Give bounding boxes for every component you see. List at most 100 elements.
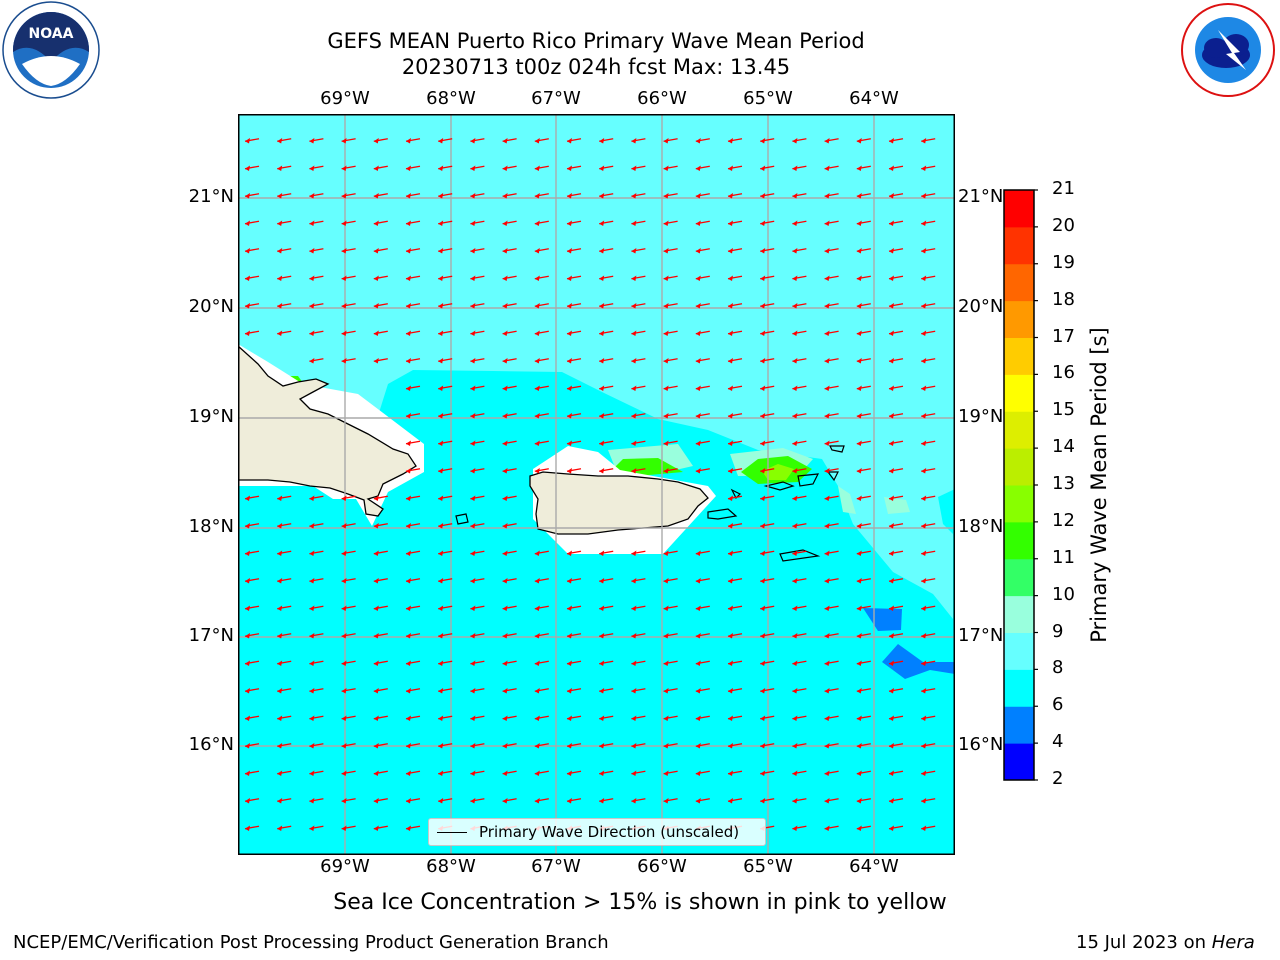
wave-direction-arrows	[244, 138, 936, 831]
wave-arrow	[824, 605, 839, 611]
wave-arrow	[599, 193, 614, 199]
colorbar-segment	[1004, 263, 1034, 302]
wave-arrow	[631, 715, 646, 721]
wave-arrow	[373, 220, 388, 226]
lon-label-top: 65°W	[743, 88, 793, 109]
legend-label: Primary Wave Direction (unscaled)	[479, 823, 740, 841]
wave-arrow	[888, 825, 904, 831]
wave-arrow	[277, 220, 292, 226]
wave-arrow	[309, 688, 324, 694]
wave-arrow	[341, 743, 356, 749]
period-12-13-patch	[762, 464, 794, 480]
colorbar-tick-label: 19	[1052, 251, 1075, 273]
wave-arrow	[760, 770, 775, 776]
lon-label-top: 67°W	[531, 88, 581, 109]
wave-arrow	[373, 798, 388, 804]
island	[763, 481, 795, 491]
wave-arrow	[405, 523, 421, 529]
legend-line-icon	[437, 832, 467, 833]
wave-arrow	[244, 550, 260, 556]
wave-arrow	[760, 193, 775, 199]
wave-arrow	[534, 770, 549, 776]
wave-arrow	[921, 715, 936, 721]
wave-arrow	[760, 330, 775, 336]
wave-arrow	[277, 550, 292, 556]
wave-arrow	[824, 825, 839, 831]
wave-arrow	[921, 330, 936, 336]
lat-label-left: 17°N	[188, 625, 234, 646]
wave-arrow	[277, 715, 292, 721]
wave-arrow	[405, 330, 421, 336]
wave-arrow	[470, 248, 485, 254]
wave-arrow	[599, 798, 614, 804]
wave-arrow	[631, 605, 646, 611]
wave-arrow	[856, 495, 871, 501]
period-9-10-patch	[884, 497, 910, 514]
wave-arrow	[631, 468, 646, 474]
wave-arrow	[534, 193, 549, 199]
wave-arrow	[373, 743, 388, 749]
wave-arrow	[888, 275, 904, 281]
wave-arrow	[534, 248, 549, 254]
colorbar-tick-label: 8	[1052, 657, 1064, 679]
wave-arrow	[566, 633, 582, 639]
wave-arrow	[631, 303, 646, 309]
wave-arrow	[663, 413, 678, 419]
wave-arrow	[631, 798, 646, 804]
wave-arrow	[695, 688, 710, 694]
wave-arrow	[792, 825, 807, 831]
wave-arrow	[663, 193, 678, 199]
wave-arrow	[888, 220, 904, 226]
wave-arrow	[405, 440, 421, 446]
wave-arrow	[470, 770, 485, 776]
wave-arrow	[695, 578, 710, 584]
wave-arrow	[599, 138, 614, 144]
wave-arrow	[727, 633, 743, 639]
wave-arrow	[405, 825, 421, 831]
wave-arrow	[888, 440, 904, 446]
wave-arrow	[695, 715, 710, 721]
wave-arrow	[760, 468, 775, 474]
wave-arrow	[405, 220, 421, 226]
wave-arrow	[502, 605, 517, 611]
wave-arrow	[792, 633, 807, 639]
wave-arrow	[277, 770, 292, 776]
lat-label-right: 18°N	[958, 516, 1004, 537]
wave-arrow	[534, 275, 549, 281]
wave-arrow	[824, 193, 839, 199]
wave-arrow	[631, 660, 646, 666]
wave-arrow	[502, 385, 517, 391]
wave-arrow	[309, 798, 324, 804]
wave-arrow	[824, 138, 839, 144]
wave-arrow	[856, 193, 871, 199]
wave-arrow	[341, 550, 356, 556]
wave-arrow	[599, 550, 614, 556]
wave-arrow	[727, 165, 743, 171]
wave-period-map	[238, 114, 955, 855]
lon-label-top: 69°W	[320, 88, 370, 109]
wave-arrow	[438, 688, 453, 694]
wave-arrow	[663, 385, 678, 391]
island	[455, 513, 469, 525]
wave-arrow	[470, 715, 485, 721]
wave-arrow	[566, 468, 582, 474]
wave-arrow	[599, 330, 614, 336]
wave-arrow	[534, 633, 549, 639]
colorbar-segment	[1004, 558, 1034, 597]
wave-arrow	[566, 798, 582, 804]
wave-arrow	[824, 578, 839, 584]
wave-arrow	[309, 138, 324, 144]
wave-arrow	[373, 550, 388, 556]
wave-arrow	[405, 660, 421, 666]
wave-arrow	[921, 248, 936, 254]
wave-arrow	[727, 605, 743, 611]
wave-arrow	[405, 385, 421, 391]
wave-arrow	[405, 798, 421, 804]
wave-arrow	[760, 798, 775, 804]
wave-arrow	[534, 605, 549, 611]
lat-label-left: 18°N	[188, 516, 234, 537]
wave-arrow	[309, 523, 324, 529]
wave-arrow	[727, 440, 743, 446]
wave-arrow	[921, 220, 936, 226]
wave-arrow	[727, 550, 743, 556]
